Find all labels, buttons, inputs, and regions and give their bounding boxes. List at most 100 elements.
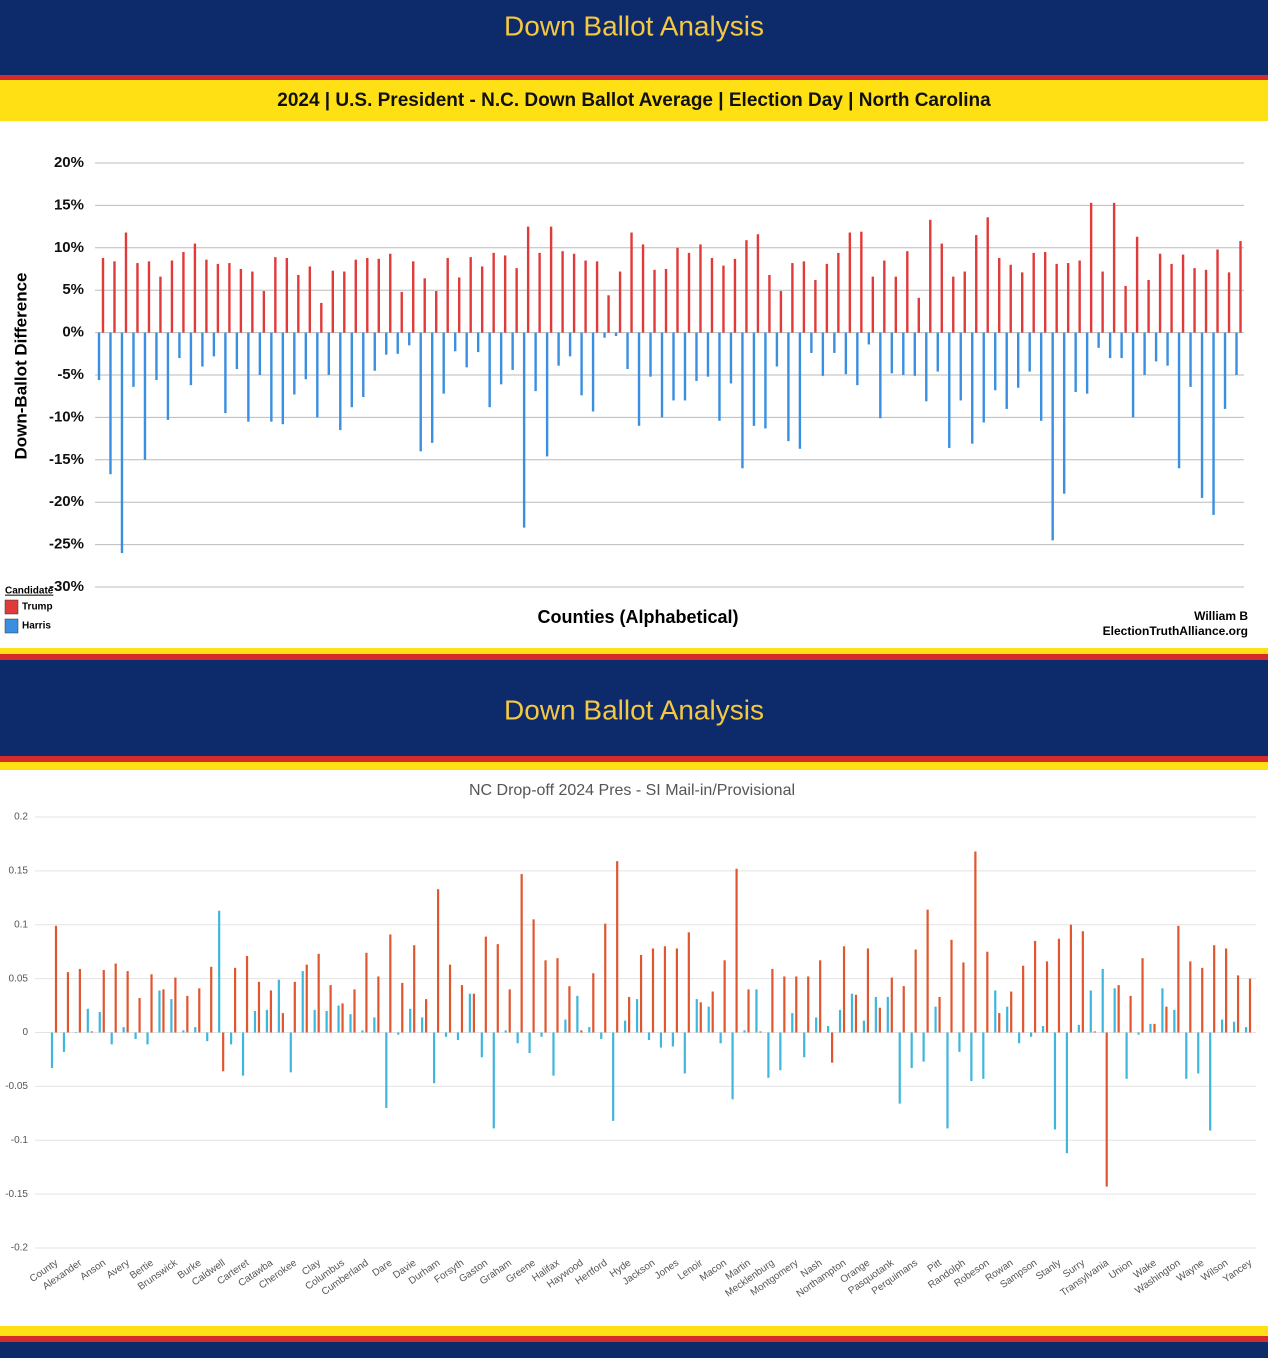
bar [913,332,916,376]
bar [329,985,332,1033]
bar [366,257,369,333]
bar [442,332,445,394]
bar [520,874,523,1033]
bar [503,255,507,333]
bar [687,252,691,333]
bar [925,332,928,402]
bar [1009,264,1012,333]
bar [588,1027,591,1033]
bar [860,231,863,333]
bar [576,995,579,1033]
bar [607,295,610,333]
bar [120,332,124,554]
bar [1028,332,1031,372]
bar [262,291,266,333]
y-tick-label: 0.05 [9,973,29,984]
bar [890,332,894,374]
bar [146,1032,149,1045]
bar [1244,1027,1248,1033]
bar [745,240,748,333]
bar [624,1020,627,1033]
bar [456,1032,460,1041]
bar [492,252,495,333]
bar [274,257,277,333]
bar [1181,254,1185,333]
bar [1105,1032,1108,1187]
bar [556,958,559,1033]
bar [50,1032,54,1069]
bar [982,332,985,423]
bar [906,251,909,333]
bar [136,263,139,333]
bar [552,1032,555,1076]
bar [815,1017,818,1033]
y-tick-label: 0.15 [9,866,29,877]
bar [350,332,353,408]
bar [950,939,953,1033]
bar [1032,252,1035,333]
bar [90,1031,93,1033]
bar [224,332,227,414]
bar [544,960,547,1033]
bar [974,851,977,1033]
y-axis-label: Down-Ballot Difference [11,272,30,459]
bar [484,936,487,1033]
bar [431,332,434,443]
bar [465,332,468,368]
bar [883,260,886,333]
bar [1143,332,1146,375]
bar [147,261,151,333]
bar [549,226,553,333]
bar [1170,263,1173,333]
bar [122,1027,125,1033]
bar [1120,332,1123,359]
bar [595,261,599,333]
subtitle-bg [0,80,1268,121]
bar [971,332,974,444]
bar [1043,252,1047,333]
x-tick-label: Anson [78,1258,108,1283]
bar [377,976,380,1033]
bar [676,247,679,333]
bar [170,999,173,1033]
bar [1165,1006,1168,1033]
bar [1221,1019,1224,1033]
bar [327,332,330,375]
bar [825,263,829,333]
bar [257,981,261,1033]
bar [132,332,135,387]
bar [568,986,571,1033]
bar [101,257,105,333]
bar [1135,236,1139,333]
bar [1166,332,1169,366]
bar [729,332,733,384]
bar [946,1032,949,1129]
y-tick-label: 10% [54,239,84,256]
bar [810,332,813,353]
bar [297,274,300,333]
bar [166,332,170,420]
bar [963,271,966,333]
bar [205,259,208,333]
x-tick-label: Avery [105,1258,132,1282]
bar [444,1032,448,1037]
bar [337,1005,340,1033]
bar [910,1032,913,1069]
bar [446,257,449,333]
bar [683,332,687,401]
bar [472,993,475,1033]
bar [672,332,675,401]
bar [1039,332,1043,421]
bar [373,332,376,371]
bar [1248,978,1252,1033]
bar [614,332,618,336]
bar [802,261,806,333]
bar [343,271,346,333]
bar [866,948,870,1033]
bar [389,934,392,1033]
bar [385,1032,388,1108]
bar [775,332,779,367]
bar [970,1032,973,1081]
bar [854,994,858,1033]
